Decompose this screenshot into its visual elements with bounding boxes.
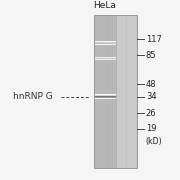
- Bar: [116, 15, 137, 168]
- Bar: [94, 42, 116, 43]
- Text: 117: 117: [146, 35, 162, 44]
- Bar: [94, 97, 116, 98]
- Bar: [94, 43, 116, 44]
- Bar: [94, 57, 116, 58]
- Bar: [94, 98, 116, 99]
- Text: 48: 48: [146, 80, 156, 89]
- Text: hnRNP G: hnRNP G: [13, 92, 52, 101]
- Text: 85: 85: [146, 51, 156, 60]
- Bar: [94, 59, 116, 60]
- Bar: [94, 95, 116, 96]
- Text: 19: 19: [146, 124, 156, 133]
- Bar: [94, 15, 137, 168]
- Text: (kD): (kD): [146, 137, 162, 146]
- Bar: [94, 44, 116, 45]
- Bar: [94, 58, 116, 59]
- Text: HeLa: HeLa: [93, 1, 116, 10]
- Text: 34: 34: [146, 92, 156, 101]
- Bar: [94, 15, 116, 168]
- Text: 26: 26: [146, 109, 156, 118]
- Bar: [94, 96, 116, 97]
- Bar: [94, 41, 116, 42]
- Bar: [94, 94, 116, 95]
